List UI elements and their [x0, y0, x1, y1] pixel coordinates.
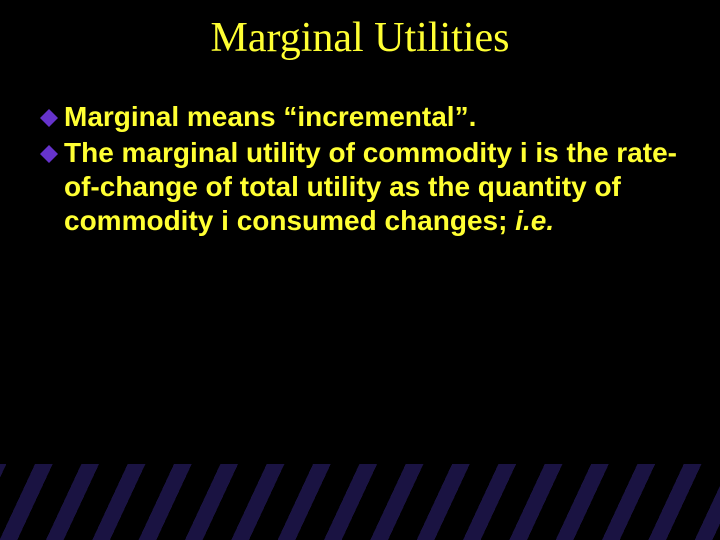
- diamond-bullet-icon: [40, 145, 58, 163]
- diamond-bullet-icon: [40, 109, 58, 127]
- bottom-stripe-decor: [0, 464, 720, 540]
- bullet-item: Marginal means “incremental”.: [40, 100, 680, 134]
- slide-title: Marginal Utilities: [0, 0, 720, 62]
- slide-body: Marginal means “incremental”. The margin…: [0, 62, 720, 239]
- slide: Marginal Utilities Marginal means “incre…: [0, 0, 720, 540]
- bullet-item: The marginal utility of commodity i is t…: [40, 136, 680, 238]
- bullet-text: Marginal means “incremental”.: [64, 100, 476, 134]
- bullet-text: The marginal utility of commodity i is t…: [64, 136, 680, 238]
